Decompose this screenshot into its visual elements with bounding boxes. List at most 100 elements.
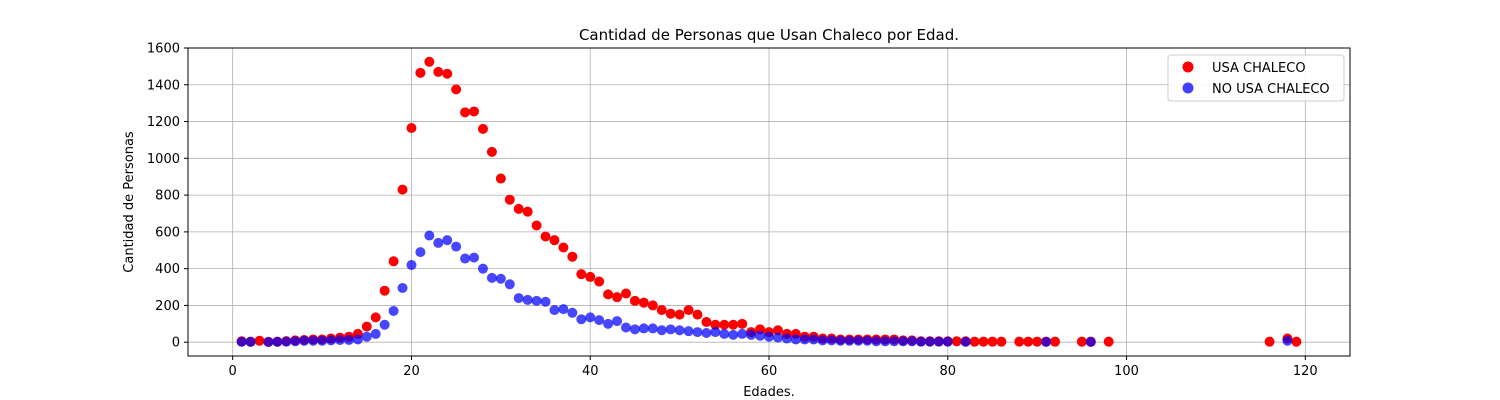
point-usa-chaleco (567, 251, 578, 262)
y-tick-label: 1000 (147, 152, 180, 167)
point-no-usa-chaleco (674, 325, 685, 336)
point-no-usa-chaleco (451, 241, 462, 252)
point-no-usa-chaleco (692, 327, 703, 338)
y-tick-label: 600 (155, 225, 180, 240)
point-no-usa-chaleco (343, 335, 354, 346)
point-no-usa-chaleco (415, 247, 426, 258)
point-no-usa-chaleco (379, 319, 390, 330)
point-no-usa-chaleco (236, 336, 247, 347)
point-no-usa-chaleco (647, 323, 658, 334)
point-no-usa-chaleco (558, 304, 569, 315)
point-no-usa-chaleco (594, 315, 605, 326)
point-usa-chaleco (737, 318, 748, 329)
point-usa-chaleco (987, 336, 998, 347)
point-no-usa-chaleco (826, 335, 837, 346)
point-usa-chaleco (969, 336, 980, 347)
point-usa-chaleco (638, 297, 649, 308)
point-no-usa-chaleco (629, 324, 640, 335)
point-no-usa-chaleco (755, 330, 766, 341)
point-usa-chaleco (701, 316, 712, 327)
legend-label-no-usa-chaleco: NO USA CHALECO (1212, 82, 1330, 97)
point-usa-chaleco (549, 235, 560, 246)
x-tick-label: 100 (1114, 364, 1139, 379)
point-usa-chaleco (683, 305, 694, 316)
point-no-usa-chaleco (361, 331, 372, 342)
x-tick-label: 20 (403, 364, 420, 379)
point-no-usa-chaleco (370, 328, 381, 339)
point-no-usa-chaleco (683, 326, 694, 337)
point-no-usa-chaleco (719, 328, 730, 339)
point-no-usa-chaleco (272, 336, 283, 347)
point-no-usa-chaleco (352, 334, 363, 345)
point-usa-chaleco (451, 84, 462, 95)
point-no-usa-chaleco (960, 336, 971, 347)
y-tick-label: 1200 (147, 115, 180, 130)
point-usa-chaleco (612, 292, 623, 303)
point-usa-chaleco (460, 107, 471, 118)
point-no-usa-chaleco (781, 333, 792, 344)
point-no-usa-chaleco (728, 329, 739, 340)
point-usa-chaleco (397, 184, 408, 195)
point-no-usa-chaleco (290, 336, 301, 347)
point-no-usa-chaleco (764, 331, 774, 342)
point-usa-chaleco (1050, 336, 1061, 347)
point-no-usa-chaleco (299, 335, 310, 346)
point-no-usa-chaleco (880, 336, 891, 347)
point-no-usa-chaleco (701, 328, 712, 339)
point-no-usa-chaleco (334, 335, 345, 346)
point-no-usa-chaleco (513, 293, 524, 304)
point-usa-chaleco (531, 220, 542, 231)
point-no-usa-chaleco (853, 335, 864, 346)
point-usa-chaleco (379, 285, 390, 296)
x-tick-label: 40 (582, 364, 599, 379)
point-usa-chaleco (710, 319, 721, 330)
point-no-usa-chaleco (540, 296, 551, 307)
point-no-usa-chaleco (799, 334, 810, 345)
point-usa-chaleco (656, 305, 667, 316)
point-usa-chaleco (629, 295, 640, 306)
point-no-usa-chaleco (585, 312, 596, 323)
point-no-usa-chaleco (620, 322, 631, 333)
point-usa-chaleco (513, 203, 524, 214)
point-no-usa-chaleco (486, 272, 497, 283)
point-usa-chaleco (254, 335, 265, 346)
x-tick-label: 80 (939, 364, 956, 379)
point-usa-chaleco (370, 312, 381, 323)
x-tick-label: 60 (761, 364, 778, 379)
point-no-usa-chaleco (504, 279, 515, 290)
point-no-usa-chaleco (326, 335, 337, 346)
point-usa-chaleco (996, 336, 1007, 347)
point-usa-chaleco (585, 271, 596, 282)
point-no-usa-chaleco (942, 336, 953, 347)
y-tick-label: 800 (155, 189, 180, 204)
point-usa-chaleco (594, 276, 605, 287)
point-no-usa-chaleco (790, 334, 801, 345)
point-usa-chaleco (415, 67, 426, 78)
point-usa-chaleco (388, 256, 399, 267)
x-axis-label: Edades. (743, 385, 795, 400)
point-no-usa-chaleco (612, 316, 623, 327)
point-usa-chaleco (1076, 336, 1087, 347)
point-usa-chaleco (424, 56, 435, 67)
grid-lines (188, 47, 1350, 356)
point-no-usa-chaleco (460, 253, 471, 264)
point-usa-chaleco (647, 300, 658, 311)
point-usa-chaleco (603, 289, 614, 300)
point-usa-chaleco (1023, 336, 1034, 347)
point-no-usa-chaleco (397, 282, 408, 293)
point-no-usa-chaleco (817, 335, 828, 346)
point-no-usa-chaleco (889, 336, 900, 347)
point-no-usa-chaleco (567, 307, 578, 318)
y-tick-label: 400 (155, 262, 180, 277)
y-tick-label: 200 (155, 299, 180, 314)
point-no-usa-chaleco (549, 305, 560, 316)
point-usa-chaleco (728, 319, 739, 330)
point-no-usa-chaleco (531, 295, 542, 306)
point-usa-chaleco (978, 336, 989, 347)
point-no-usa-chaleco (388, 305, 399, 316)
point-usa-chaleco (772, 325, 783, 336)
point-usa-chaleco (620, 288, 631, 299)
point-usa-chaleco (665, 308, 676, 319)
point-usa-chaleco (406, 122, 417, 133)
